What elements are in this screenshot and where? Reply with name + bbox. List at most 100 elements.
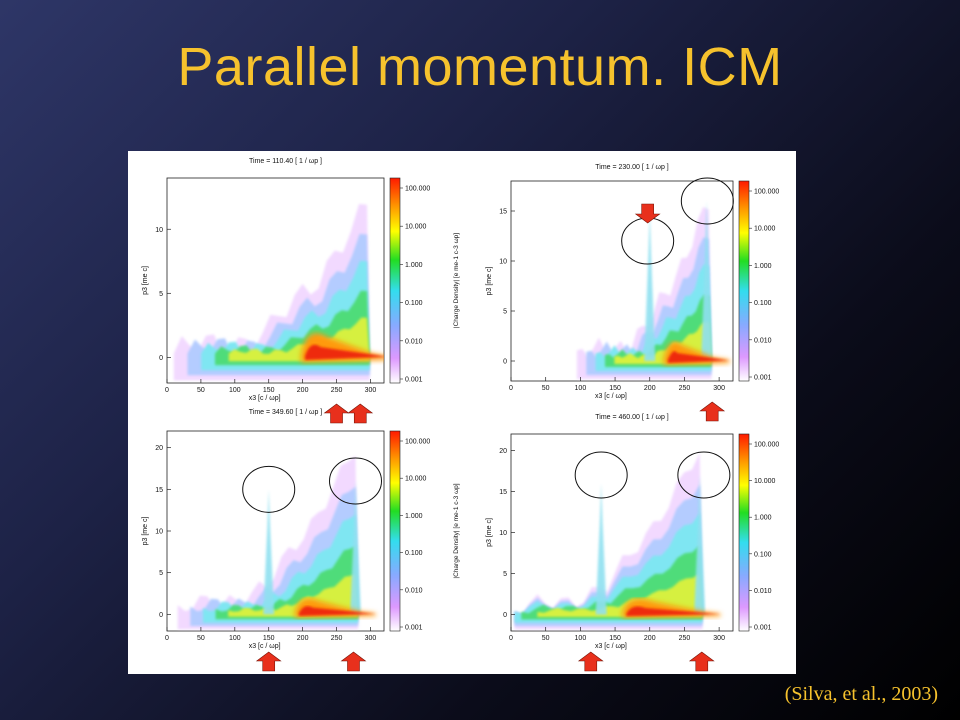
red-arrow-icon <box>688 651 715 672</box>
colorbar-tick-label: 10.000 <box>405 224 427 231</box>
heatmap-panel-2: Time = 230.00 [ 1 / ωp ]0 50 100 150 200 250 3… <box>486 164 779 422</box>
x-tick-label: 100 <box>229 635 241 642</box>
y-tick-label: 10 <box>499 530 507 537</box>
x-axis-label: x3 [c / ωp] <box>595 643 627 650</box>
x-tick-label: 300 <box>365 387 377 394</box>
density-layers <box>576 201 730 379</box>
red-arrow-icon <box>340 651 367 672</box>
density-layers <box>173 204 384 381</box>
panel-title: Time = 349.60 [ 1 / ωp ] <box>249 409 323 416</box>
y-tick-label: 5 <box>159 291 163 298</box>
density-peak <box>595 483 607 615</box>
colorbar-tick-label: 0.001 <box>405 377 423 384</box>
y-tick-label: 10 <box>155 227 163 234</box>
y-axis-label: p3 [me c] <box>142 517 149 546</box>
x-tick-label: 0 <box>509 635 513 642</box>
y-axis-label: p3 [me c] <box>142 266 149 295</box>
colorbar-tick-label: 100.000 <box>405 439 430 446</box>
x-tick-label: 150 <box>263 635 275 642</box>
colorbar-tick-label: 0.001 <box>754 375 772 382</box>
panel-title: Time = 110.40 [ 1 / ωp ] <box>249 158 322 165</box>
density-layers <box>514 452 721 630</box>
x-tick-label: 100 <box>575 635 587 642</box>
x-tick-label: 300 <box>713 385 725 392</box>
x-tick-label: 150 <box>609 385 621 392</box>
highlight-circle <box>574 451 628 499</box>
y-tick-label: 5 <box>159 570 163 577</box>
x-tick-label: 300 <box>365 635 377 642</box>
colorbar-tick-label: 1.000 <box>754 515 772 522</box>
x-tick-label: 100 <box>229 387 241 394</box>
y-tick-label: 15 <box>155 487 163 494</box>
colorbar-tick-label: 0.100 <box>405 550 423 557</box>
highlight-circle <box>242 465 296 513</box>
y-tick-label: 0 <box>159 355 163 362</box>
colorbar-tick-label: 10.000 <box>405 476 427 483</box>
colorbar <box>738 433 750 632</box>
highlight-circle <box>329 457 383 505</box>
colorbar-tick-label: 100.000 <box>754 442 779 449</box>
colorbar-tick-label: 1.000 <box>754 263 772 270</box>
density-core-hot <box>298 606 376 616</box>
red-arrow-down-icon <box>634 203 661 224</box>
red-arrow-icon <box>323 403 350 424</box>
x-tick-label: 150 <box>263 387 275 394</box>
x-tick-label: 50 <box>542 385 550 392</box>
x-tick-label: 250 <box>679 385 691 392</box>
x-tick-label: 250 <box>331 635 343 642</box>
x-tick-label: 200 <box>297 387 309 394</box>
x-tick-label: 200 <box>297 635 309 642</box>
colorbar-tick-label: 0.010 <box>405 587 423 594</box>
colorbar <box>738 180 750 382</box>
colorbar-tick-label: 100.000 <box>405 186 430 193</box>
figure-panel: Time = 110.40 [ 1 / ωp ] 0 50 100 150 200 250 3… <box>128 151 796 674</box>
colorbar-tick-label: 0.001 <box>405 625 423 632</box>
red-arrow-icon <box>255 651 282 672</box>
panel-title: Time = 230.00 [ 1 / ωp ] <box>595 164 669 171</box>
x-tick-label: 300 <box>713 635 725 642</box>
y-tick-label: 20 <box>499 448 507 455</box>
x-tick-label: 100 <box>575 385 587 392</box>
colorbar-tick-label: 0.010 <box>405 338 423 345</box>
density-layers <box>177 455 376 630</box>
colorbar-tick-label: 10.000 <box>754 226 776 233</box>
x-tick-label: 200 <box>644 385 656 392</box>
y-tick-label: 0 <box>159 612 163 619</box>
red-arrow-icon <box>577 651 604 672</box>
heatmap-panel-4: Time = 460.00 [ 1 / ωp ]0 50 100 150 200 250 3… <box>486 414 779 672</box>
colorbar-tick-label: 10.000 <box>754 478 776 485</box>
x-tick-label: 0 <box>165 635 169 642</box>
colorbar-tick-label: 0.100 <box>754 300 772 307</box>
density-core-hot <box>667 351 730 363</box>
colorbar-label: |Charge Density| [e me-1 c-3 ωp] <box>453 483 460 578</box>
highlight-circle <box>677 451 731 499</box>
x-tick-label: 250 <box>331 387 343 394</box>
y-tick-label: 20 <box>155 445 163 452</box>
x-tick-label: 50 <box>197 635 205 642</box>
density-peak <box>644 211 656 361</box>
density-peak <box>694 475 706 615</box>
colorbar-tick-label: 1.000 <box>405 262 423 269</box>
x-axis-label: x3 [c / ωp] <box>595 393 627 400</box>
colorbar <box>389 430 401 632</box>
colorbar-tick-label: 0.010 <box>754 588 772 595</box>
density-peak <box>350 481 361 615</box>
colorbar <box>389 177 401 384</box>
y-tick-label: 10 <box>155 529 163 536</box>
x-tick-label: 250 <box>679 635 691 642</box>
y-axis-label: p3 [me c] <box>486 518 493 547</box>
x-tick-label: 150 <box>609 635 621 642</box>
density-core-hot <box>304 344 384 360</box>
slide-title: Parallel momentum. ICM <box>177 37 783 97</box>
colorbar-tick-label: 0.100 <box>405 300 423 307</box>
colorbar-tick-label: 1.000 <box>405 513 423 520</box>
x-tick-label: 200 <box>644 635 656 642</box>
y-tick-label: 10 <box>499 259 507 266</box>
x-tick-label: 0 <box>509 385 513 392</box>
colorbar-label: |Charge Density| [e me-1 c-3 ωp] <box>453 233 460 328</box>
y-tick-label: 0 <box>503 359 507 366</box>
x-tick-label: 50 <box>197 387 205 394</box>
citation: (Silva, et al., 2003) <box>784 683 938 705</box>
y-tick-label: 5 <box>503 571 507 578</box>
red-arrow-icon <box>347 403 374 424</box>
